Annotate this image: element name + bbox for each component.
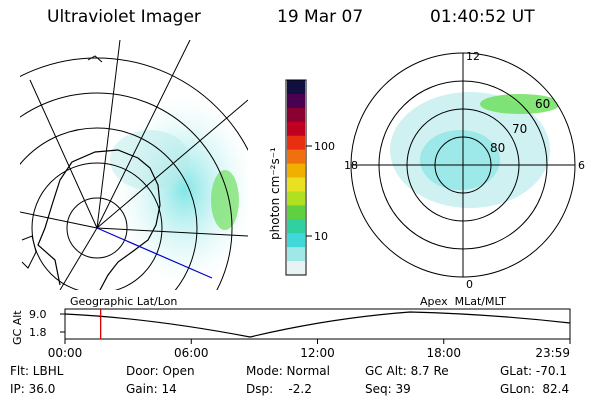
aurora-bright-left (211, 170, 239, 230)
status-gain: Gain: 14 (126, 382, 177, 396)
geographic-map (20, 40, 248, 290)
status-glat: GLat: -70.1 (500, 364, 567, 378)
aurora-oval-right (390, 92, 550, 208)
colorbar-band (287, 163, 305, 178)
x-tick-label: 12:00 (300, 346, 335, 360)
date-label: 19 Mar 07 (277, 7, 364, 27)
altitude-timeline: 9.0 1.8 GC Alt 00:00 06:00 12:00 18:00 23:59 (11, 308, 571, 360)
colorbar-gradient (287, 80, 305, 276)
coastline (37, 149, 161, 290)
left-map-caption: Geographic Lat/Lon (70, 295, 177, 308)
status-door: Door: Open (126, 364, 195, 378)
status-glon: GLon: 82.4 (500, 382, 570, 396)
status-gc-alt: GC Alt: 8.7 Re (365, 364, 449, 378)
colorbar-band (287, 261, 305, 276)
colorbar-band (287, 219, 305, 234)
colorbar-band (287, 247, 305, 262)
mlt-label-12: 12 (466, 50, 480, 63)
colorbar-band (287, 205, 305, 220)
coastline-fragment-north (87, 55, 103, 63)
timeline-axis-title: GC Alt (11, 310, 24, 345)
mlat-label-70: 70 (512, 122, 527, 136)
colorbar-label-100: 100 (314, 140, 335, 153)
y-tick-label-1-8: 1.8 (29, 326, 47, 339)
sun-direction-line (96, 227, 213, 279)
status-dsp: Dsp: -2.2 (246, 382, 312, 396)
right-map-caption: Apex MLat/MLT (420, 295, 506, 308)
x-tick-label: 06:00 (174, 346, 209, 360)
colorbar-band (287, 233, 305, 248)
colorbar-band (287, 149, 305, 165)
timeline-x-ticks: 00:00 06:00 12:00 18:00 23:59 (48, 339, 571, 360)
aurora-patch-left (110, 130, 190, 190)
coastline-fragment (21, 235, 37, 269)
colorbar-band (287, 177, 305, 192)
mlt-label-6: 6 (578, 159, 585, 172)
status-seq: Seq: 39 (365, 382, 411, 396)
colorbar-band (287, 80, 305, 95)
colorbar-band (287, 121, 305, 137)
aurora-bright-right (480, 94, 560, 114)
colorbar-band (287, 107, 305, 123)
y-tick-label-9: 9.0 (29, 308, 47, 321)
colorbar-unit-label: photon cm⁻²s⁻¹ (268, 147, 282, 240)
instrument-title: Ultraviolet Imager (47, 7, 201, 27)
colorbar-label-10: 10 (314, 230, 328, 243)
aurora-core-right (420, 130, 500, 190)
status-mode: Mode: Normal (246, 364, 330, 378)
altitude-curve (64, 311, 571, 338)
colorbar-band (287, 135, 305, 151)
status-flt: Flt: LBHL (10, 364, 64, 378)
status-ip: IP: 36.0 (10, 382, 56, 396)
colorbar-band (287, 93, 305, 109)
timeline-frame (64, 308, 571, 340)
colorbar-frame (285, 79, 307, 276)
x-tick-label: 23:59 (535, 346, 570, 360)
colorbar-band (287, 191, 305, 206)
mlt-label-18: 18 (344, 159, 358, 172)
mlat-label-60: 60 (535, 97, 550, 111)
longitude-lines (20, 40, 248, 290)
x-tick-label: 00:00 (48, 346, 83, 360)
magnetic-polar-map: 12 0 18 6 60 70 80 (344, 50, 585, 291)
x-tick-label: 18:00 (426, 346, 461, 360)
time-label: 01:40:52 UT (430, 7, 535, 27)
mlat-label-80: 80 (490, 141, 505, 155)
mlt-label-0: 0 (466, 278, 473, 291)
colorbar: 100 10 photon cm⁻²s⁻¹ (268, 79, 335, 276)
